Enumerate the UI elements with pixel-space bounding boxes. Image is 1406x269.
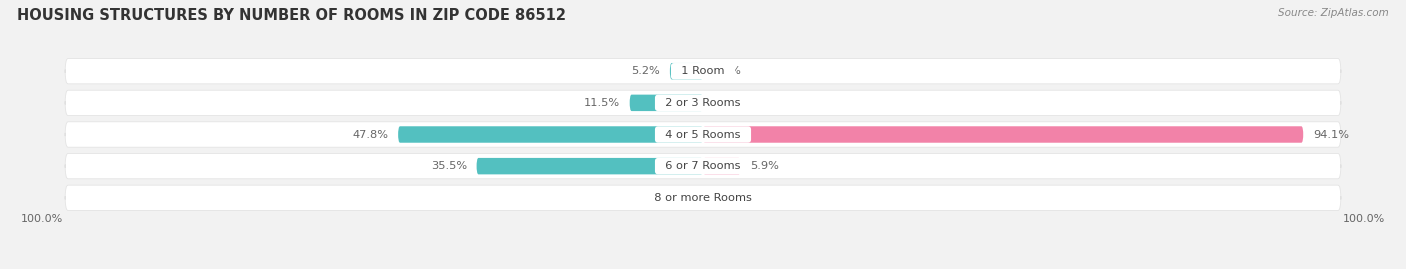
Text: 94.1%: 94.1% bbox=[1313, 129, 1348, 140]
Text: Source: ZipAtlas.com: Source: ZipAtlas.com bbox=[1278, 8, 1389, 18]
FancyBboxPatch shape bbox=[703, 158, 741, 174]
FancyBboxPatch shape bbox=[65, 185, 1341, 210]
Text: HOUSING STRUCTURES BY NUMBER OF ROOMS IN ZIP CODE 86512: HOUSING STRUCTURES BY NUMBER OF ROOMS IN… bbox=[17, 8, 565, 23]
Text: 4 or 5 Rooms: 4 or 5 Rooms bbox=[658, 129, 748, 140]
Text: 35.5%: 35.5% bbox=[430, 161, 467, 171]
Text: 0.0%: 0.0% bbox=[665, 193, 693, 203]
Text: 2 or 3 Rooms: 2 or 3 Rooms bbox=[658, 98, 748, 108]
Text: 0.0%: 0.0% bbox=[713, 66, 741, 76]
Text: 47.8%: 47.8% bbox=[353, 129, 388, 140]
FancyBboxPatch shape bbox=[65, 154, 1341, 179]
FancyBboxPatch shape bbox=[398, 126, 703, 143]
FancyBboxPatch shape bbox=[65, 122, 1341, 147]
FancyBboxPatch shape bbox=[630, 95, 703, 111]
FancyBboxPatch shape bbox=[65, 59, 1341, 84]
Text: 5.2%: 5.2% bbox=[631, 66, 661, 76]
Text: 1 Room: 1 Room bbox=[673, 66, 733, 76]
Text: 100.0%: 100.0% bbox=[21, 214, 63, 224]
FancyBboxPatch shape bbox=[669, 63, 703, 79]
Text: 100.0%: 100.0% bbox=[1343, 214, 1385, 224]
FancyBboxPatch shape bbox=[65, 90, 1341, 115]
Text: 5.9%: 5.9% bbox=[751, 161, 779, 171]
Text: 0.0%: 0.0% bbox=[713, 98, 741, 108]
Text: 11.5%: 11.5% bbox=[583, 98, 620, 108]
Text: 6 or 7 Rooms: 6 or 7 Rooms bbox=[658, 161, 748, 171]
FancyBboxPatch shape bbox=[703, 126, 1303, 143]
Text: 8 or more Rooms: 8 or more Rooms bbox=[647, 193, 759, 203]
Text: 0.0%: 0.0% bbox=[713, 193, 741, 203]
FancyBboxPatch shape bbox=[477, 158, 703, 174]
